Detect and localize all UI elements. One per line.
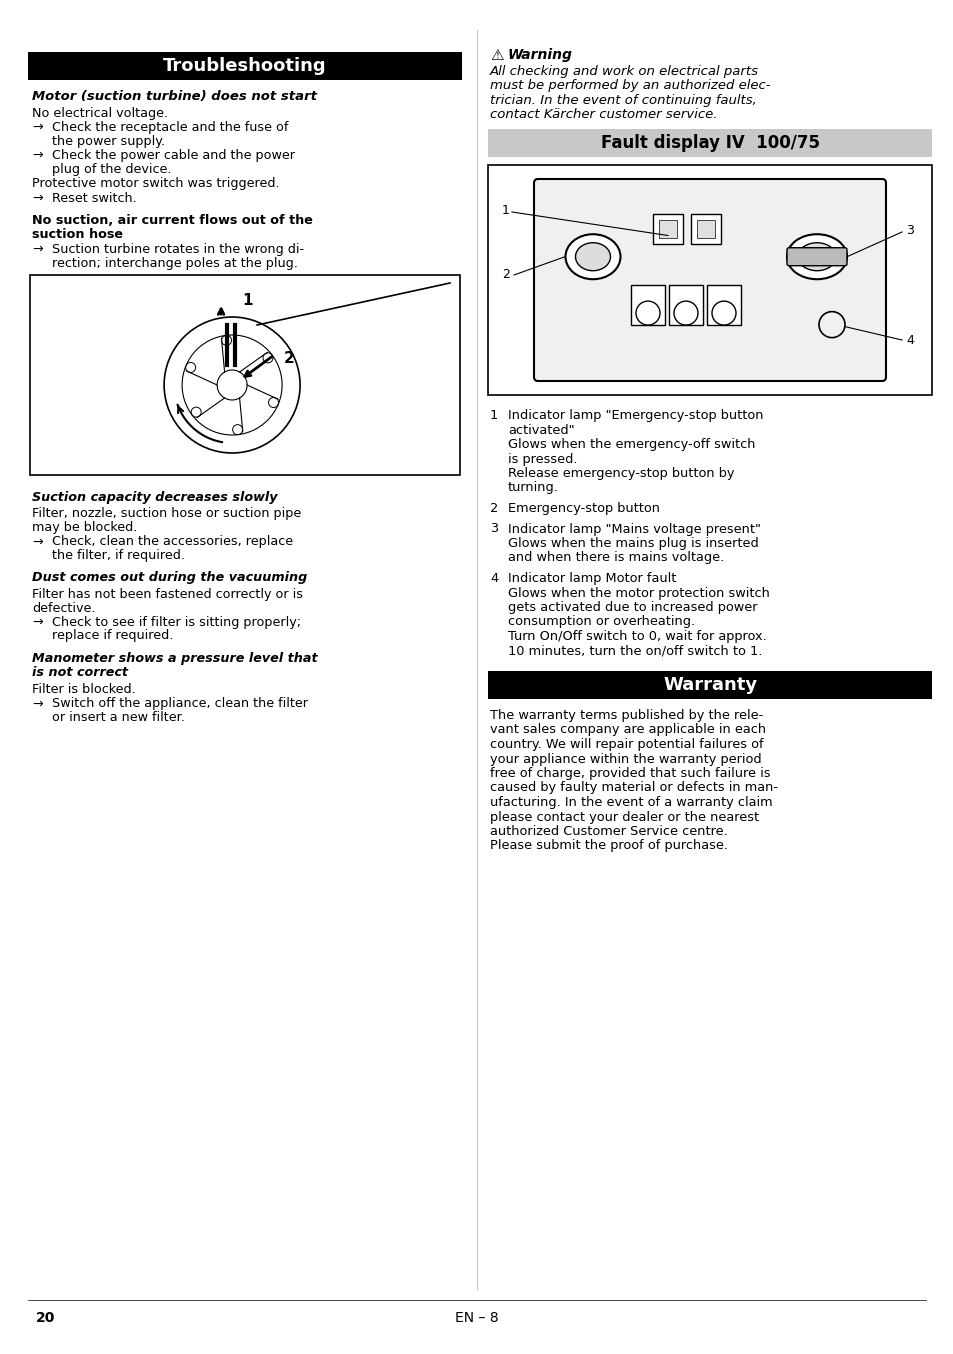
- Text: your appliance within the warranty period: your appliance within the warranty perio…: [490, 753, 760, 765]
- Text: activated": activated": [507, 424, 574, 436]
- Text: →: →: [32, 149, 43, 162]
- Text: please contact your dealer or the nearest: please contact your dealer or the neares…: [490, 811, 759, 823]
- Text: and when there is mains voltage.: and when there is mains voltage.: [507, 551, 723, 565]
- Text: 1: 1: [242, 292, 253, 307]
- Text: is not correct: is not correct: [32, 666, 128, 680]
- Text: Troubleshooting: Troubleshooting: [163, 57, 327, 74]
- Bar: [668, 286, 702, 325]
- Text: All checking and work on electrical parts: All checking and work on electrical part…: [490, 65, 759, 79]
- Bar: [659, 219, 677, 237]
- Bar: [652, 214, 682, 244]
- Text: 2: 2: [501, 268, 510, 282]
- Text: turning.: turning.: [507, 482, 558, 494]
- Text: Filter is blocked.: Filter is blocked.: [32, 682, 135, 696]
- Text: Glows when the motor protection switch: Glows when the motor protection switch: [507, 586, 769, 600]
- Bar: [30, 275, 459, 475]
- Text: →: →: [32, 191, 43, 204]
- Text: →: →: [32, 697, 43, 711]
- Text: Turn On/Off switch to 0, wait for approx.: Turn On/Off switch to 0, wait for approx…: [507, 630, 766, 643]
- Text: must be performed by an authorized elec-: must be performed by an authorized elec-: [490, 80, 770, 92]
- Text: Check the receptacle and the fuse of: Check the receptacle and the fuse of: [52, 121, 288, 134]
- Text: ufacturing. In the event of a warranty claim: ufacturing. In the event of a warranty c…: [490, 796, 772, 808]
- Text: Reset switch.: Reset switch.: [52, 191, 136, 204]
- Text: country. We will repair potential failures of: country. We will repair potential failur…: [490, 738, 762, 751]
- Text: 2: 2: [490, 502, 497, 515]
- Text: free of charge, provided that such failure is: free of charge, provided that such failu…: [490, 766, 770, 780]
- Text: Filter has not been fastened correctly or is: Filter has not been fastened correctly o…: [32, 588, 303, 601]
- Text: Motor (suction turbine) does not start: Motor (suction turbine) does not start: [32, 89, 316, 103]
- Ellipse shape: [797, 242, 835, 271]
- FancyBboxPatch shape: [786, 248, 846, 265]
- Text: 3: 3: [905, 223, 913, 237]
- Text: →: →: [32, 535, 43, 548]
- Text: No suction, air current flows out of the: No suction, air current flows out of the: [32, 214, 313, 227]
- Text: EN – 8: EN – 8: [455, 1311, 498, 1326]
- Text: caused by faulty material or defects in man-: caused by faulty material or defects in …: [490, 781, 778, 795]
- Text: →: →: [32, 242, 43, 256]
- Text: Check the power cable and the power: Check the power cable and the power: [52, 149, 294, 162]
- Text: may be blocked.: may be blocked.: [32, 521, 137, 533]
- Text: authorized Customer Service centre.: authorized Customer Service centre.: [490, 825, 727, 838]
- Text: 4: 4: [905, 333, 913, 347]
- Text: Please submit the proof of purchase.: Please submit the proof of purchase.: [490, 839, 727, 853]
- Text: Suction turbine rotates in the wrong di-: Suction turbine rotates in the wrong di-: [52, 242, 304, 256]
- Text: Suction capacity decreases slowly: Suction capacity decreases slowly: [32, 492, 277, 504]
- Bar: [488, 165, 931, 395]
- Text: Protective motor switch was triggered.: Protective motor switch was triggered.: [32, 177, 279, 190]
- Bar: [706, 286, 740, 325]
- Text: Indicator lamp Motor fault: Indicator lamp Motor fault: [507, 571, 676, 585]
- Text: →: →: [32, 121, 43, 134]
- Text: 1: 1: [490, 409, 497, 422]
- Text: Fault display IV  100/75: Fault display IV 100/75: [601, 134, 820, 152]
- Text: trician. In the event of continuing faults,: trician. In the event of continuing faul…: [490, 93, 756, 107]
- Text: consumption or overheating.: consumption or overheating.: [507, 616, 695, 628]
- Text: →: →: [32, 616, 43, 630]
- Text: Manometer shows a pressure level that: Manometer shows a pressure level that: [32, 653, 317, 665]
- Text: Indicator lamp "Emergency-stop button: Indicator lamp "Emergency-stop button: [507, 409, 762, 422]
- Text: Filter, nozzle, suction hose or suction pipe: Filter, nozzle, suction hose or suction …: [32, 508, 301, 520]
- Ellipse shape: [575, 242, 610, 271]
- Bar: [488, 672, 931, 699]
- Bar: [697, 219, 714, 237]
- Bar: [690, 214, 720, 244]
- Ellipse shape: [565, 234, 619, 279]
- Text: Switch off the appliance, clean the filter: Switch off the appliance, clean the filt…: [52, 697, 308, 711]
- Text: plug of the device.: plug of the device.: [52, 162, 172, 176]
- Bar: [630, 286, 664, 325]
- Text: the filter, if required.: the filter, if required.: [52, 548, 185, 562]
- Text: Check, clean the accessories, replace: Check, clean the accessories, replace: [52, 535, 293, 548]
- Bar: [28, 51, 461, 80]
- Text: the power supply.: the power supply.: [52, 134, 165, 148]
- Text: replace if required.: replace if required.: [52, 630, 173, 643]
- Text: Emergency-stop button: Emergency-stop button: [507, 502, 659, 515]
- Text: defective.: defective.: [32, 601, 95, 615]
- Text: 1: 1: [501, 203, 510, 217]
- FancyBboxPatch shape: [534, 179, 885, 380]
- Text: Warning: Warning: [507, 47, 572, 62]
- Text: 10 minutes, turn the on/off switch to 1.: 10 minutes, turn the on/off switch to 1.: [507, 645, 761, 658]
- Ellipse shape: [786, 234, 846, 279]
- Text: is pressed.: is pressed.: [507, 452, 577, 466]
- Text: 4: 4: [490, 571, 497, 585]
- Text: contact Kärcher customer service.: contact Kärcher customer service.: [490, 108, 717, 122]
- Text: suction hose: suction hose: [32, 229, 123, 241]
- Text: Release emergency-stop button by: Release emergency-stop button by: [507, 467, 734, 481]
- Text: or insert a new filter.: or insert a new filter.: [52, 711, 185, 724]
- Text: Check to see if filter is sitting properly;: Check to see if filter is sitting proper…: [52, 616, 301, 630]
- Bar: [488, 129, 931, 157]
- Text: rection; interchange poles at the plug.: rection; interchange poles at the plug.: [52, 256, 297, 269]
- Text: Indicator lamp "Mains voltage present": Indicator lamp "Mains voltage present": [507, 523, 760, 535]
- Text: No electrical voltage.: No electrical voltage.: [32, 107, 168, 119]
- Text: Dust comes out during the vacuuming: Dust comes out during the vacuuming: [32, 571, 307, 585]
- Text: 2: 2: [284, 351, 294, 366]
- Text: Glows when the emergency-off switch: Glows when the emergency-off switch: [507, 437, 755, 451]
- Text: The warranty terms published by the rele-: The warranty terms published by the rele…: [490, 709, 762, 722]
- Text: Glows when the mains plug is inserted: Glows when the mains plug is inserted: [507, 538, 758, 550]
- Text: vant sales company are applicable in each: vant sales company are applicable in eac…: [490, 723, 765, 737]
- Text: ⚠: ⚠: [490, 47, 503, 64]
- Text: 3: 3: [490, 523, 497, 535]
- Text: gets activated due to increased power: gets activated due to increased power: [507, 601, 757, 613]
- Text: 20: 20: [36, 1311, 55, 1326]
- Text: Warranty: Warranty: [663, 676, 758, 695]
